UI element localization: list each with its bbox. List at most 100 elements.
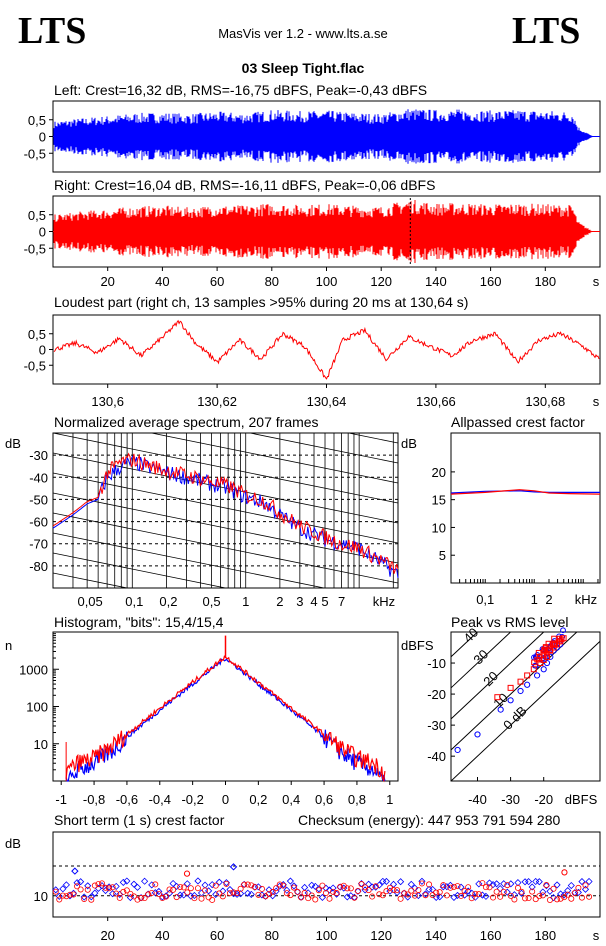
crest-point-right	[372, 883, 379, 890]
crest-point-right	[351, 894, 358, 901]
allpass-xtick-label: 1	[531, 592, 538, 607]
crest-point-left	[80, 893, 88, 901]
crest-point-left	[52, 886, 60, 894]
spectrum-xtick-label: 0,5	[203, 594, 221, 609]
crest-point-left	[528, 883, 536, 891]
allpass-xunit: kHz	[575, 592, 597, 607]
allpass-frame	[450, 432, 601, 584]
crest-point-right	[216, 890, 223, 897]
loudest-xtick-label: 130,64	[307, 394, 347, 409]
crest-point-left	[286, 877, 294, 885]
right-xtick-label: 80	[265, 274, 279, 289]
crest-point-left	[489, 881, 497, 889]
peakrms-point-left	[517, 687, 524, 695]
crest-point-left	[567, 881, 575, 890]
crest-point-left	[77, 878, 85, 886]
crest-point-left	[525, 878, 533, 886]
peakrms-point-left	[557, 641, 564, 648]
crest-point-left	[119, 878, 127, 886]
crest-point-right	[95, 881, 102, 888]
crest-point-right	[436, 889, 443, 896]
crest-point-left	[233, 890, 241, 898]
crest-point-left	[183, 880, 191, 888]
crest-point-right	[408, 887, 415, 894]
crest-point-left	[261, 892, 270, 900]
crest-point-right	[198, 895, 205, 902]
crest-point-right	[390, 887, 397, 894]
crest-point-left	[560, 891, 568, 899]
crest-frame	[52, 831, 601, 918]
crest-point-right	[575, 884, 582, 891]
loudest-xtick-label: 130,68	[525, 394, 565, 409]
spectrum-xtick-label: 0,2	[159, 594, 177, 609]
allpass-line-left	[450, 490, 600, 494]
spectrum-frame	[52, 432, 399, 589]
crest-point-right	[376, 891, 383, 898]
loudest-xunit: s	[593, 394, 600, 409]
crest-point-right	[237, 885, 244, 892]
crest-point-right	[123, 887, 130, 894]
crest-xunit: s	[593, 928, 600, 943]
crest-point-right	[504, 882, 511, 889]
loudest-xtick-label: 130,66	[416, 394, 456, 409]
crest-point-left	[546, 887, 554, 895]
peakrms-point-left	[507, 697, 514, 704]
crest-point-left	[407, 880, 415, 888]
left_waveform-ytick-label: -0,5	[24, 146, 46, 161]
spectrum-ytick-label: -30	[29, 448, 48, 463]
crest-point-right	[578, 894, 585, 901]
peakrms-point-left	[550, 647, 557, 654]
crest-point-left	[55, 892, 63, 900]
right-xtick-label: 100	[316, 274, 338, 289]
histogram-xtick-label: 1	[386, 792, 393, 807]
crest-xtick-label: 40	[155, 928, 169, 943]
allpass-ytick-label: 10	[432, 520, 446, 535]
spectrum-ylabel: dB	[5, 436, 21, 451]
crest-point-right	[255, 891, 262, 898]
crest-point-left	[109, 890, 117, 898]
allpass-line-right	[450, 489, 601, 495]
crest-point-right	[429, 892, 436, 899]
crest-xtick-label: 100	[316, 928, 338, 943]
crest-point-right	[106, 885, 113, 892]
peakrms-point-right	[524, 672, 531, 679]
crest-point-right	[522, 895, 529, 902]
crest-point-right	[180, 884, 187, 891]
crest-point-right	[532, 896, 539, 903]
allpass-ytick-label: 15	[432, 493, 446, 508]
crest-point-right	[280, 882, 287, 889]
peakrms-point-right	[517, 678, 524, 685]
app-title: MasVis ver 1.2 - www.lts.a.se	[218, 26, 388, 41]
crest-point-right	[63, 893, 70, 900]
peakrms-point-right	[507, 684, 514, 691]
crest-point-right	[557, 895, 564, 902]
left-wave-title: Left: Crest=16,32 dB, RMS=-16,75 dBFS, P…	[54, 82, 428, 98]
crest-point-left	[457, 883, 465, 891]
crest-point-right	[365, 887, 372, 894]
crest-point-left	[226, 885, 234, 894]
crest-point-right	[74, 883, 81, 890]
spectrum-slope	[53, 452, 398, 524]
crest-point-right	[568, 895, 575, 902]
crest-point-right	[223, 880, 230, 887]
crest-point-left	[453, 891, 462, 899]
crest-point-left	[84, 882, 92, 890]
spectrum-slope	[53, 472, 398, 544]
crest-point-left	[148, 881, 156, 889]
peakrms-point-left	[524, 681, 531, 688]
histogram-ytick-label: 10	[34, 737, 48, 752]
crest-point-right	[426, 881, 433, 888]
crest-ytick-label: 10	[34, 889, 48, 904]
crest-point-right	[347, 885, 354, 892]
crest-point-left	[254, 883, 262, 891]
crest-point-right	[191, 895, 198, 902]
histogram-ytick-label: 100	[26, 700, 48, 715]
spectrum-xunit: kHz	[373, 594, 395, 609]
crest-point-right	[493, 888, 500, 895]
crest-point-left	[116, 890, 124, 898]
crest-point-right	[138, 895, 145, 902]
spectrum-slope	[53, 572, 129, 588]
crest-point-right	[226, 890, 233, 897]
peakrms-point-right	[494, 694, 501, 701]
